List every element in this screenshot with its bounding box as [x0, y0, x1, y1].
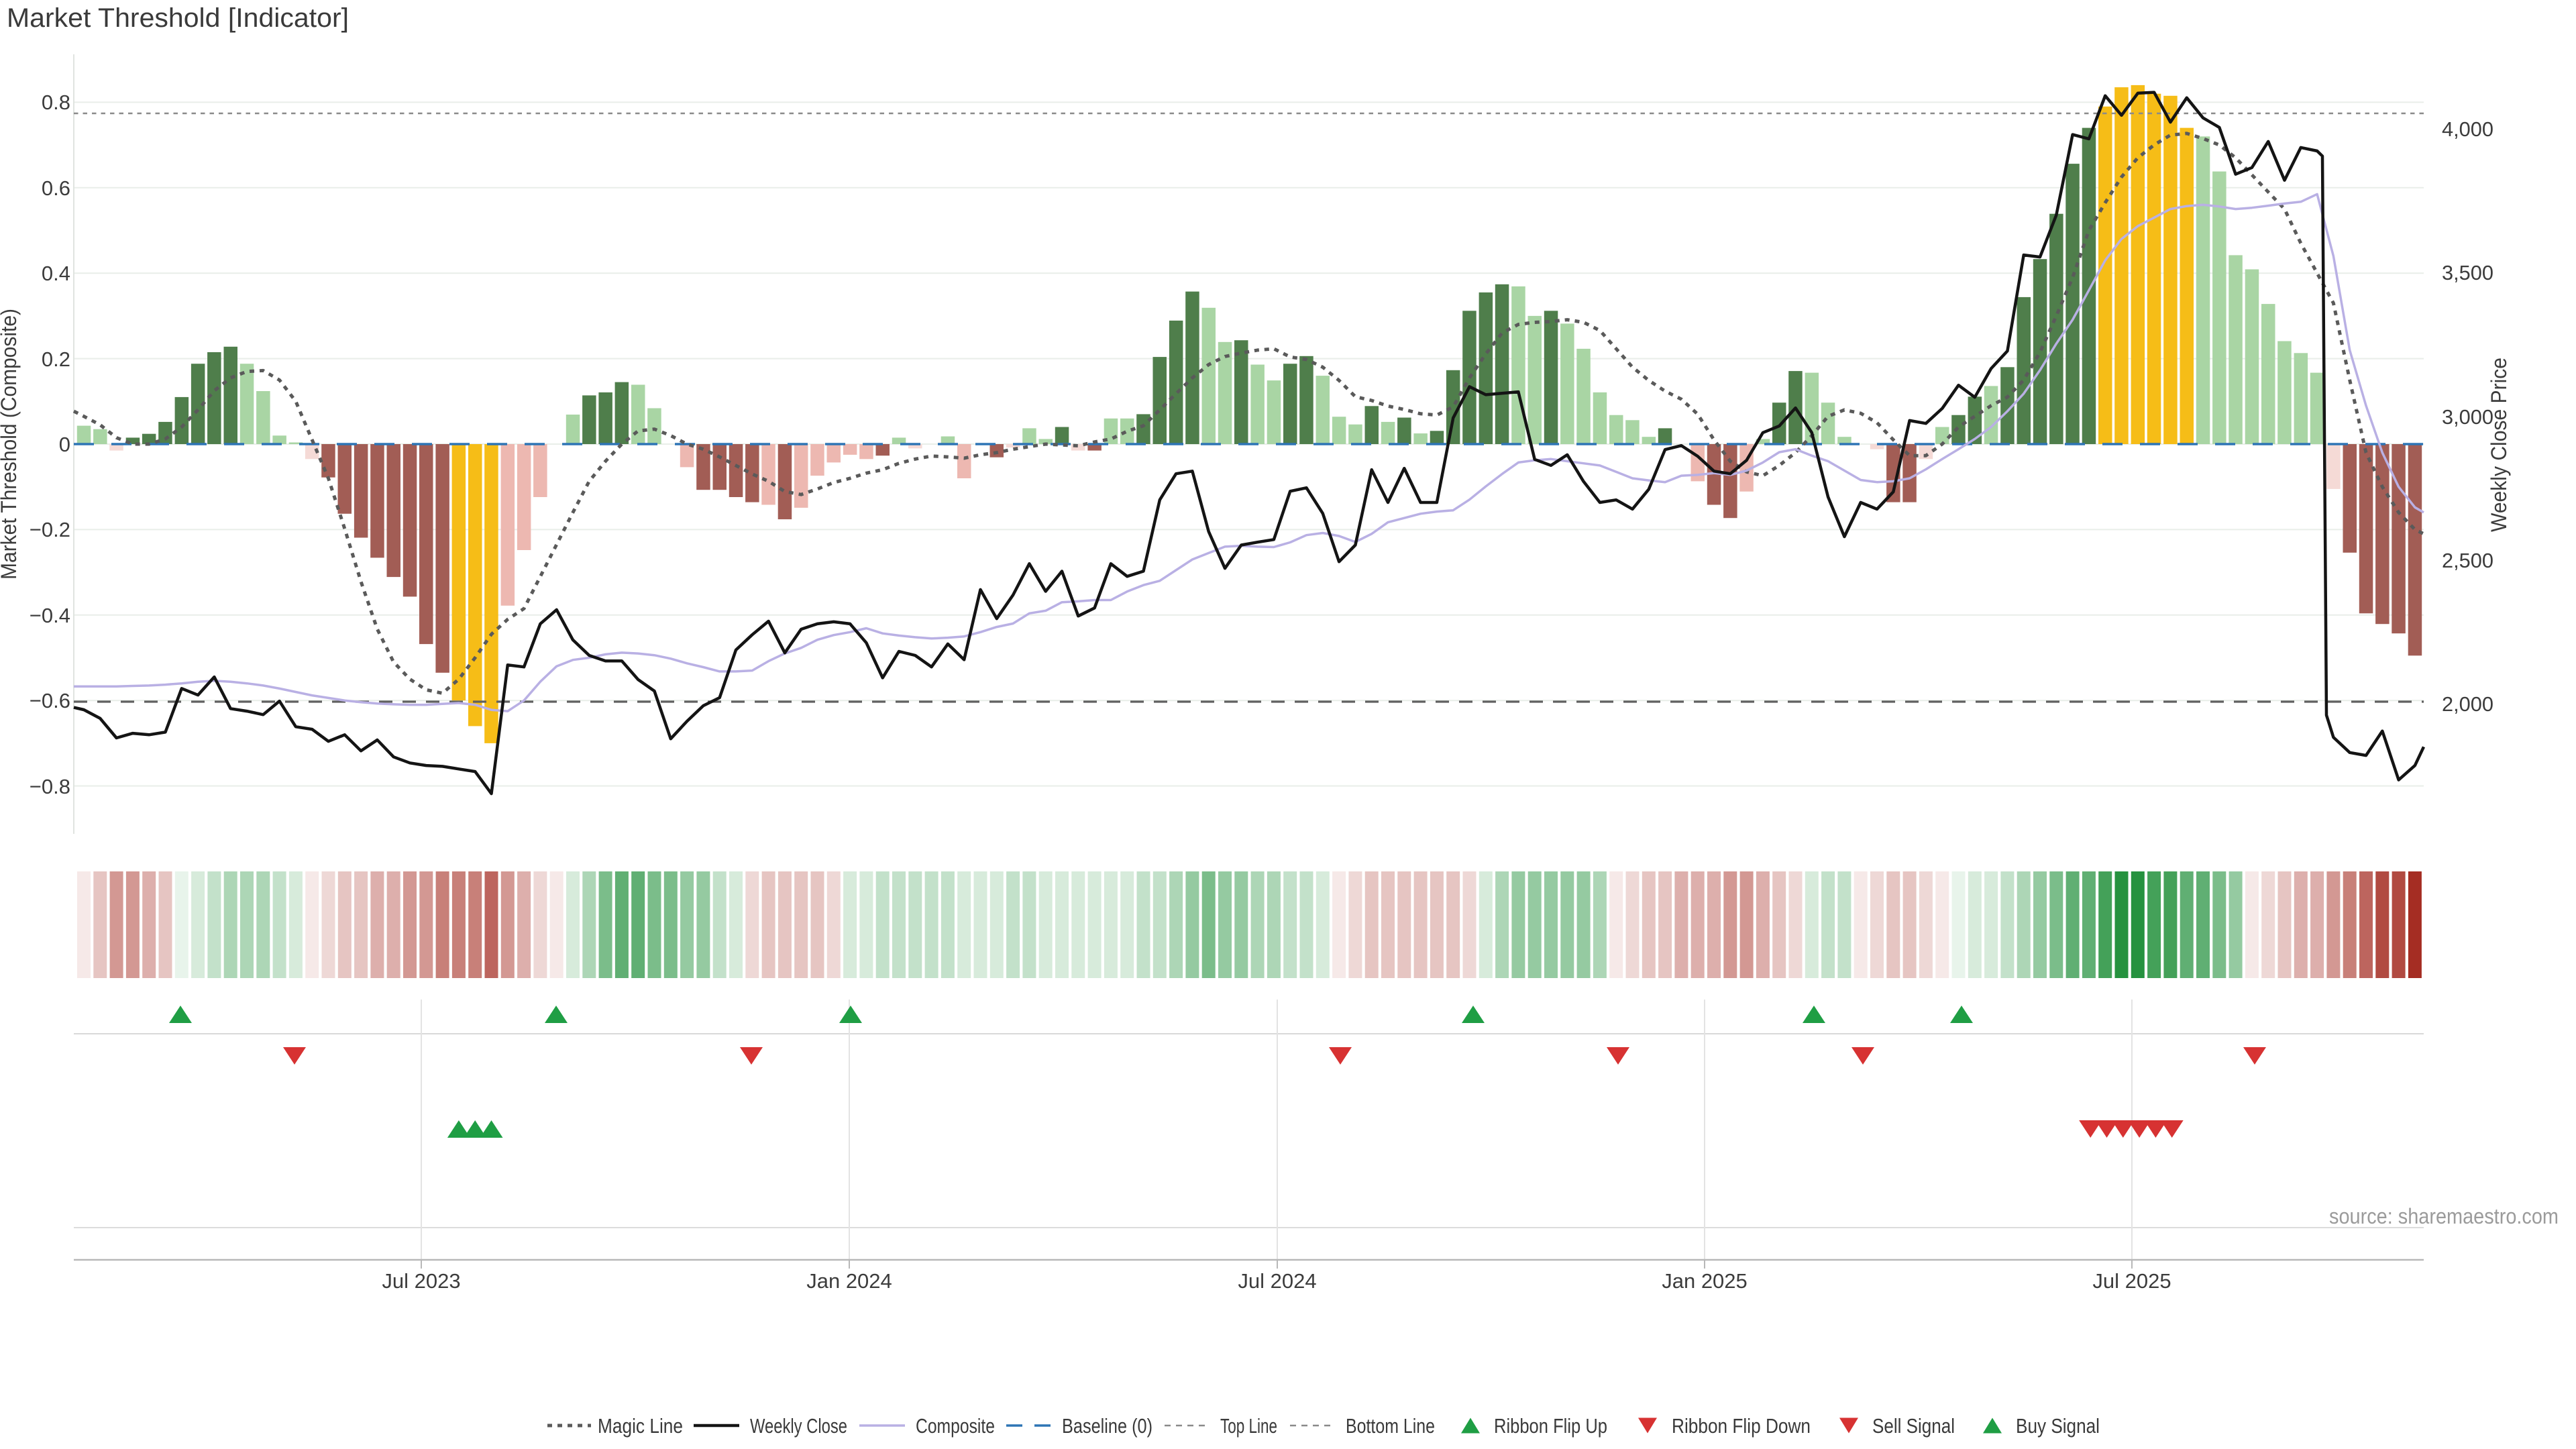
svg-text:0.2: 0.2 [42, 347, 70, 371]
svg-text:−0.8: −0.8 [30, 775, 70, 798]
svg-text:0: 0 [59, 433, 70, 456]
svg-text:Top Line: Top Line [1220, 1414, 1277, 1438]
svg-text:Weekly Close: Weekly Close [750, 1414, 847, 1438]
svg-text:Ribbon Flip Up: Ribbon Flip Up [1494, 1414, 1607, 1438]
svg-text:Jul 2023: Jul 2023 [382, 1269, 460, 1293]
svg-text:0.4: 0.4 [42, 262, 70, 285]
svg-text:Magic Line: Magic Line [598, 1414, 683, 1438]
svg-text:Jul 2024: Jul 2024 [1238, 1269, 1316, 1293]
svg-text:Buy Signal: Buy Signal [2016, 1414, 2100, 1438]
svg-text:Bottom Line: Bottom Line [1346, 1414, 1435, 1438]
svg-text:Ribbon Flip Down: Ribbon Flip Down [1672, 1414, 1811, 1438]
svg-text:−0.4: −0.4 [30, 604, 70, 627]
svg-text:Baseline (0): Baseline (0) [1062, 1414, 1152, 1438]
svg-text:2,500: 2,500 [2442, 549, 2493, 572]
svg-text:4,000: 4,000 [2442, 117, 2493, 141]
svg-text:Market Threshold (Composite): Market Threshold (Composite) [0, 309, 21, 580]
svg-text:Composite: Composite [916, 1414, 995, 1438]
svg-text:3,000: 3,000 [2442, 405, 2493, 429]
svg-text:−0.2: −0.2 [30, 518, 70, 541]
svg-text:0.6: 0.6 [42, 176, 70, 200]
svg-text:Weekly Close Price: Weekly Close Price [2487, 358, 2511, 532]
svg-text:2,000: 2,000 [2442, 692, 2493, 716]
svg-text:Sell Signal: Sell Signal [1872, 1414, 1955, 1438]
svg-text:Jan 2024: Jan 2024 [806, 1269, 892, 1293]
svg-text:Market Threshold [Indicator]: Market Threshold [Indicator] [7, 3, 349, 33]
svg-text:Jan 2025: Jan 2025 [1662, 1269, 1748, 1293]
svg-text:source: sharemaestro.com: source: sharemaestro.com [2329, 1204, 2559, 1228]
svg-text:3,500: 3,500 [2442, 261, 2493, 284]
svg-text:0.8: 0.8 [42, 91, 70, 114]
svg-text:−0.6: −0.6 [30, 689, 70, 712]
svg-text:Jul 2025: Jul 2025 [2092, 1269, 2171, 1293]
